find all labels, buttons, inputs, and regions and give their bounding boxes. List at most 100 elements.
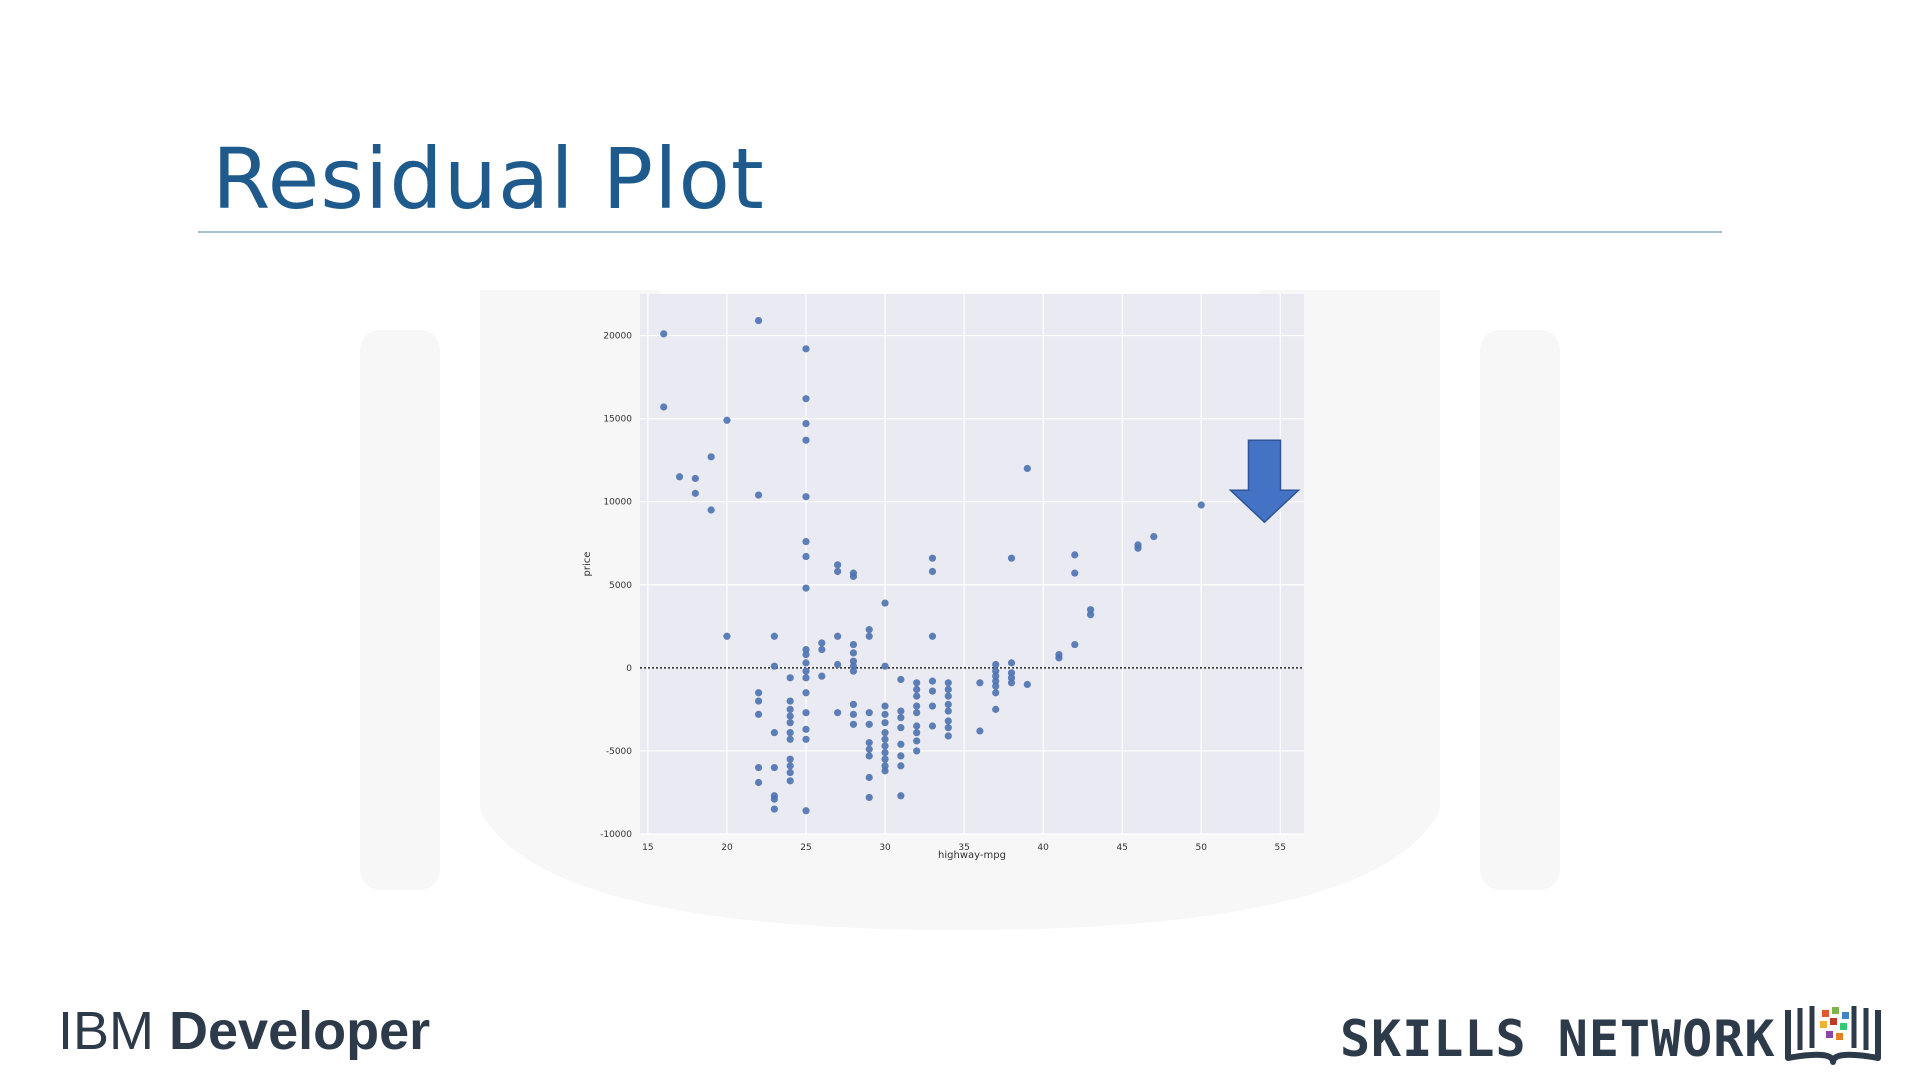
data-point xyxy=(881,599,889,607)
data-point xyxy=(865,793,873,802)
data-point xyxy=(1023,464,1031,473)
data-point xyxy=(976,727,984,735)
data-point xyxy=(881,767,889,775)
data-point xyxy=(802,345,810,353)
background-book-watermark xyxy=(360,290,1560,930)
data-point xyxy=(881,719,889,727)
data-point xyxy=(865,632,873,640)
data-point xyxy=(802,645,810,654)
data-point xyxy=(944,685,952,694)
data-point xyxy=(897,707,905,715)
data-point xyxy=(754,491,763,499)
data-point xyxy=(849,640,858,649)
x-axis-label: highway-mpg xyxy=(938,850,1006,861)
data-point xyxy=(802,689,810,697)
data-point xyxy=(802,659,810,667)
data-point xyxy=(928,722,937,730)
x-tick-label: 20 xyxy=(721,843,733,853)
data-point xyxy=(992,682,1000,690)
data-point xyxy=(1197,501,1205,509)
data-point xyxy=(786,777,794,785)
data-point xyxy=(754,778,763,787)
data-point xyxy=(865,739,873,747)
data-point xyxy=(1055,654,1063,662)
data-point xyxy=(849,700,858,708)
data-point xyxy=(802,537,810,546)
data-point xyxy=(770,662,778,670)
data-point xyxy=(723,632,731,640)
data-point xyxy=(834,660,842,669)
data-point xyxy=(913,702,921,710)
data-point xyxy=(786,762,794,770)
data-point xyxy=(834,561,842,569)
data-point xyxy=(1071,640,1079,649)
data-point xyxy=(1007,669,1016,677)
data-point xyxy=(802,807,810,815)
data-point xyxy=(881,762,889,770)
x-tick-label: 45 xyxy=(1116,843,1127,853)
data-point xyxy=(802,674,810,682)
data-point xyxy=(897,675,905,684)
y-tick-label: -10000 xyxy=(600,830,632,840)
data-point xyxy=(881,748,889,757)
data-point xyxy=(1071,569,1079,577)
data-point xyxy=(754,710,763,718)
data-point xyxy=(865,709,873,717)
data-point xyxy=(928,554,937,562)
data-point xyxy=(1007,674,1016,682)
data-point xyxy=(675,473,684,481)
x-tick-label: 30 xyxy=(879,843,891,853)
data-point xyxy=(786,705,794,713)
data-point xyxy=(834,709,842,717)
x-tick-label: 25 xyxy=(800,843,811,853)
data-point xyxy=(723,416,731,424)
data-point xyxy=(928,567,937,576)
y-tick-label: 5000 xyxy=(609,581,632,591)
data-point xyxy=(992,672,1000,680)
data-point xyxy=(992,660,1000,669)
data-point xyxy=(881,662,889,670)
plot-area xyxy=(640,294,1304,834)
data-point xyxy=(802,552,810,561)
data-point xyxy=(786,729,794,737)
skills-network-book-icon xyxy=(1785,1006,1881,1065)
data-point xyxy=(691,474,699,483)
data-point xyxy=(802,420,810,428)
data-point xyxy=(897,740,905,748)
x-tick-label: 15 xyxy=(642,843,653,853)
data-point xyxy=(818,645,826,654)
data-point xyxy=(834,632,842,640)
y-tick-label: 10000 xyxy=(603,498,632,508)
data-point xyxy=(802,650,810,659)
x-tick-label: 55 xyxy=(1275,843,1286,853)
data-point xyxy=(881,755,889,763)
data-point xyxy=(754,689,763,697)
ibm-developer-logo: IBM Developer xyxy=(58,1000,430,1062)
data-point xyxy=(849,667,858,675)
data-point xyxy=(913,722,921,730)
data-point xyxy=(786,697,794,705)
data-point xyxy=(707,453,715,461)
data-point xyxy=(786,735,794,743)
data-point xyxy=(660,330,668,338)
slide-title: Residual Plot xyxy=(212,130,765,228)
data-point xyxy=(897,762,905,770)
y-tick-label: 0 xyxy=(626,664,632,674)
data-point xyxy=(849,720,858,728)
data-point xyxy=(928,632,937,640)
data-point xyxy=(1134,544,1142,552)
data-point xyxy=(802,493,810,501)
data-point xyxy=(913,692,921,700)
residual-plot-chart: 15 20 25 30 35 40 45 50 55 -10000 -5000 0 5000 10000 1… xyxy=(560,288,1320,868)
data-point xyxy=(691,489,699,497)
data-point xyxy=(802,735,810,743)
data-point xyxy=(865,745,873,753)
down-arrow-icon xyxy=(1228,439,1301,524)
data-point xyxy=(786,712,794,720)
data-point xyxy=(818,639,826,647)
data-point xyxy=(865,752,873,760)
x-tick-label: 50 xyxy=(1196,843,1208,853)
data-point xyxy=(881,729,889,737)
data-point xyxy=(944,724,952,732)
data-point xyxy=(1007,554,1016,562)
